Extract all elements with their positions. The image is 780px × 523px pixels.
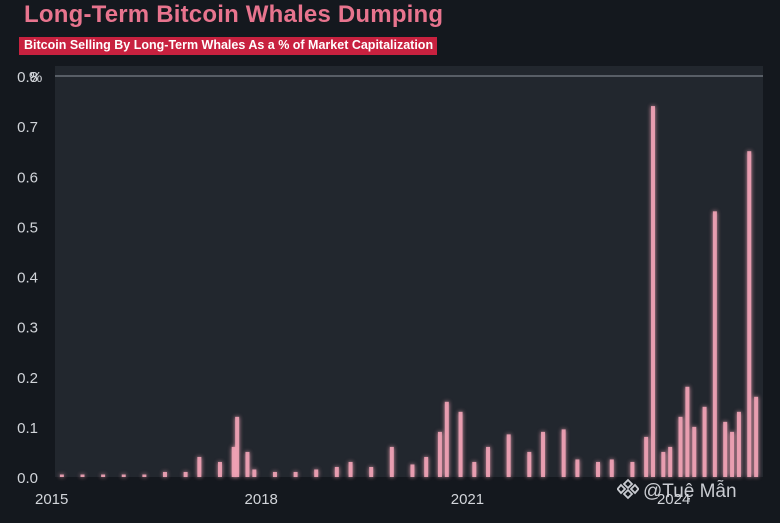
watermark-text: @Tuệ Mẫn: [643, 481, 737, 503]
x-tick-label: 2015: [35, 491, 68, 508]
bar: [661, 451, 666, 477]
y-tick-label: 0.8: [17, 69, 38, 86]
bar: [712, 211, 717, 477]
bar: [121, 474, 126, 477]
bar: [506, 434, 511, 477]
bar: [142, 474, 147, 477]
bar: [575, 459, 580, 477]
bar: [235, 416, 240, 477]
bar: [197, 456, 202, 477]
y-tick-label: 0.4: [17, 270, 38, 287]
bar: [736, 411, 741, 477]
bar: [596, 461, 601, 477]
x-tick-label: 2018: [245, 491, 278, 508]
bar: [486, 446, 491, 477]
bar: [630, 461, 635, 477]
bar: [651, 106, 656, 477]
x-tick-label: 2021: [451, 491, 484, 508]
y-tick-label: 0.2: [17, 370, 38, 387]
y-tick-label: 0.1: [17, 420, 38, 437]
bar: [527, 451, 532, 477]
bar: [183, 471, 188, 477]
x-tick-label: 2024: [657, 491, 690, 508]
y-tick-label: 0.7: [17, 119, 38, 136]
bar-chart: 0.0 0.1 0.2 0.3 0.4 0.5 0.6 0.7 0.8 2015 2018 2021…: [17, 66, 763, 508]
bar: [410, 464, 415, 477]
bar: [458, 411, 463, 477]
bar: [217, 461, 222, 477]
bar: [59, 474, 64, 477]
bar: [561, 429, 566, 477]
bar: [369, 466, 374, 477]
y-tick-label: 0.3: [17, 320, 38, 337]
bar: [678, 416, 683, 477]
bar: [609, 459, 614, 477]
plot-background: [55, 66, 763, 477]
y-tick-label: 0.5: [17, 219, 38, 236]
bar: [334, 466, 339, 477]
chart-area: 0.0 0.1 0.2 0.3 0.4 0.5 0.6 0.7 0.8 2015 2018 2021…: [0, 60, 780, 518]
bar: [437, 431, 442, 477]
x-axis: 2015 2018 2021 2024: [35, 491, 690, 508]
watermark: @Tuệ Mẫn: [616, 478, 737, 506]
bar: [231, 446, 236, 477]
bar: [272, 471, 277, 477]
chart-title: Long-Term Bitcoin Whales Dumping: [24, 1, 444, 28]
y-axis: 0.0 0.1 0.2 0.3 0.4 0.5 0.6 0.7 0.8: [17, 69, 38, 487]
bar: [723, 421, 728, 477]
bar: [162, 471, 167, 477]
bar: [692, 426, 697, 477]
y-axis-unit-label: %: [29, 69, 42, 86]
bar: [644, 436, 649, 477]
bar: [314, 469, 319, 477]
bar: [685, 386, 690, 477]
chart-subtitle: Bitcoin Selling By Long-Term Whales As a…: [19, 37, 438, 55]
bar: [101, 474, 106, 477]
bar: [747, 151, 752, 477]
y-tick-label: 0.6: [17, 169, 38, 186]
bar: [424, 456, 429, 477]
bar-series: [59, 106, 759, 477]
bar: [444, 401, 449, 477]
bar: [245, 451, 250, 477]
y-tick-label: 0.0: [17, 470, 38, 487]
bar: [389, 446, 394, 477]
bar: [348, 461, 353, 477]
bar: [252, 469, 257, 477]
bar: [668, 446, 673, 477]
bar: [293, 471, 298, 477]
bar: [472, 461, 477, 477]
bar: [702, 406, 707, 477]
bar: [754, 396, 759, 477]
bar: [730, 431, 735, 477]
bar: [541, 431, 546, 477]
bar: [80, 474, 85, 477]
binance-logo-icon: [616, 478, 640, 506]
